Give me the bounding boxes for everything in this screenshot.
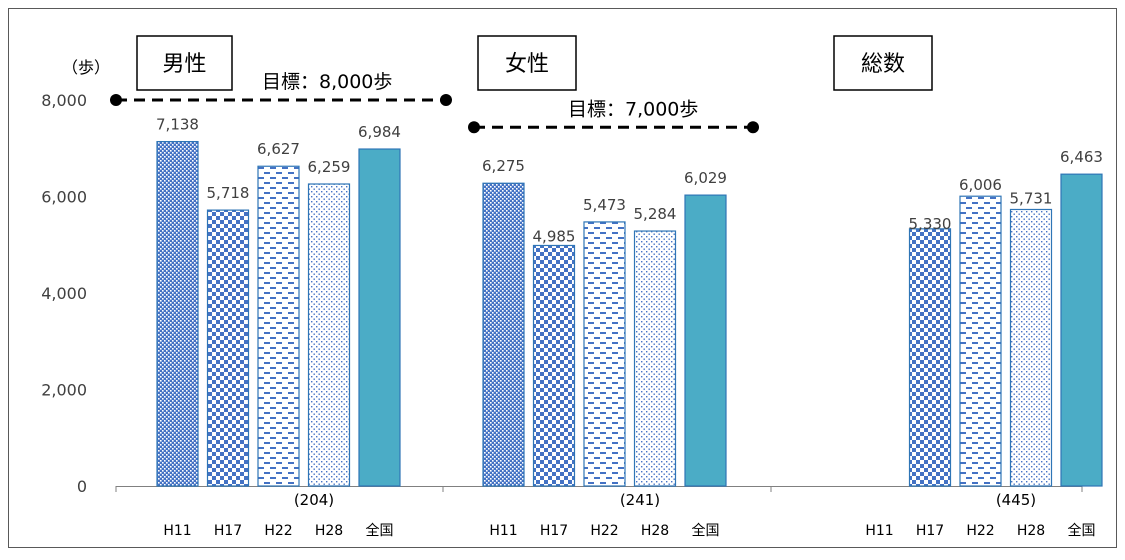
bar	[358, 148, 401, 487]
bar-value-label: 5,731	[1010, 189, 1053, 207]
bar-value-label: 6,463	[1060, 148, 1103, 166]
y-tick-label: 4,000	[41, 284, 87, 303]
bar-value-label: 6,275	[482, 157, 525, 175]
sample-size-label: (204)	[294, 491, 334, 509]
bar	[583, 221, 626, 487]
bar-value-label: 6,984	[358, 123, 401, 141]
x-axis	[115, 486, 1083, 492]
category-tick-label: H11	[489, 523, 517, 539]
category-tick-label: H22	[264, 523, 292, 539]
y-tick-label: 8,000	[41, 91, 87, 110]
bar	[482, 182, 525, 487]
group-label: 総数	[861, 52, 905, 77]
y-tick-label: 6,000	[41, 188, 87, 207]
category-tick-label: H22	[966, 523, 994, 539]
goal-line-end-marker	[747, 121, 759, 134]
goal-line-start-marker	[468, 121, 480, 134]
bar-value-label: 4,985	[533, 227, 576, 245]
y-tick-label: 0	[77, 477, 87, 496]
goal-label: 目標：7,000歩	[568, 98, 698, 120]
bar	[908, 228, 952, 487]
bar-value-label: 6,627	[257, 140, 300, 158]
sample-size-label: (241)	[620, 491, 660, 509]
category-tick-label: 全国	[366, 522, 394, 539]
bar	[532, 244, 576, 487]
bar	[959, 195, 1002, 487]
category-tick-label: H28	[315, 523, 343, 539]
group-label-box	[136, 35, 233, 91]
group-label: 男性	[162, 52, 206, 77]
bar-value-label: 5,284	[634, 205, 677, 223]
category-tick-label: H28	[1017, 523, 1045, 539]
category-tick-label: H11	[865, 523, 893, 539]
bar-value-label: 5,718	[207, 184, 250, 202]
bar	[257, 165, 300, 487]
bar-value-label: 6,029	[684, 169, 727, 187]
y-tick-label: 2,000	[41, 381, 87, 400]
category-tick-label: 全国	[692, 522, 720, 539]
goal-label: 目標：8,000歩	[262, 71, 392, 93]
category-tick-label: H28	[641, 523, 669, 539]
bar-value-label: 6,006	[959, 176, 1002, 194]
bar-value-label: 6,259	[308, 158, 351, 176]
chart-frame	[8, 8, 1117, 548]
bar	[1060, 173, 1103, 487]
category-labels: H11 H17 H22 H28 全国 H11 H17 H22 H28 全国 H11 H17 H22 H28…	[163, 522, 1095, 539]
sample-size-labels: (204) (241) (445)	[294, 491, 1036, 509]
category-tick-label: H22	[590, 523, 618, 539]
category-tick-label: H17	[540, 523, 568, 539]
bar	[1009, 208, 1053, 487]
bars	[156, 140, 1103, 487]
category-tick-label: H11	[163, 523, 191, 539]
bar-value-label: 5,330	[909, 215, 952, 233]
bar	[633, 230, 677, 487]
y-axis-ticks: 0 2,000 4,000 6,000 8,000	[41, 91, 87, 496]
data-labels: 7,138 5,718 6,627 6,259 6,984 6,275 4,985 5,473…	[156, 116, 1103, 246]
goal-line-start-marker	[110, 94, 122, 106]
bar-value-label: 5,473	[583, 196, 626, 214]
bar	[206, 209, 250, 487]
bar	[307, 183, 351, 487]
bar-value-label: 7,138	[156, 116, 199, 134]
category-tick-label: 全国	[1068, 522, 1096, 539]
group-labels: 男性 女性 総数	[136, 35, 933, 91]
group-label-box	[833, 35, 933, 91]
group-label: 女性	[505, 52, 549, 77]
group-label-box	[477, 35, 577, 91]
category-tick-label: H17	[214, 523, 242, 539]
bar	[156, 140, 199, 487]
goal-line-end-marker	[440, 94, 452, 106]
bar	[684, 194, 727, 487]
sample-size-label: (445)	[996, 491, 1036, 509]
category-tick-label: H17	[916, 523, 944, 539]
y-axis-unit-label: （歩）	[62, 58, 110, 77]
